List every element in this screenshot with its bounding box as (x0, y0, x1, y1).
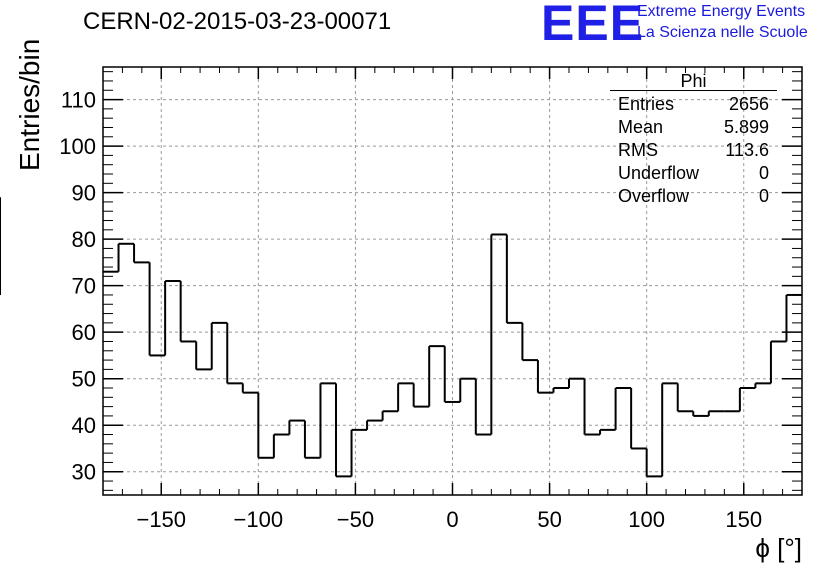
x-tick-label: −50 (337, 507, 374, 532)
x-tick-label: 100 (628, 507, 665, 532)
x-axis-label: ϕ [°] (755, 533, 802, 563)
stats-row-entries: Entries 2656 (610, 93, 777, 116)
y-tick-label: 100 (59, 134, 96, 159)
stats-divider (610, 90, 777, 91)
stats-value: 2656 (728, 94, 769, 114)
grid-lines (103, 67, 802, 495)
histogram-bins (0, 197, 802, 478)
x-tick-label: 150 (725, 507, 762, 532)
y-tick-label: 50 (72, 367, 96, 392)
axis-tick-labels: −150 −100 −50 0 50 100 150 30 40 50 60 70 80 90 100 110 (59, 88, 762, 532)
x-tick-label: 0 (446, 507, 458, 532)
stats-title: Phi (680, 71, 707, 91)
logo-line-2: La Scienza nelle Scuole (637, 24, 808, 41)
stats-value: 5.899 (723, 117, 769, 137)
axis-ticks (103, 67, 802, 495)
y-tick-label: 60 (72, 320, 96, 345)
y-tick-label: 40 (72, 413, 96, 438)
y-tick-label: 110 (61, 88, 96, 113)
stats-value: 0 (758, 163, 769, 183)
stats-row-mean: Mean 5.899 (610, 116, 777, 139)
stats-row-rms: RMS 113.6 (610, 139, 777, 162)
logo-line-1: Extreme Energy Events (637, 3, 806, 20)
y-tick-label: 90 (72, 181, 96, 206)
eee-logo: EEE (541, 0, 645, 51)
stats-label: RMS (618, 140, 658, 160)
stats-row-overflow: Overflow 0 (610, 185, 777, 208)
stats-label: Entries (618, 94, 675, 114)
x-tick-label: −150 (136, 507, 186, 532)
y-axis-label: Entries/bin (14, 38, 45, 171)
y-tick-label: 30 (72, 460, 96, 485)
stats-value: 0 (758, 186, 769, 206)
stats-box: Phi Entries 2656 Mean 5.899 RMS 113.6 Un… (610, 72, 777, 208)
x-tick-label: −100 (234, 507, 284, 532)
stats-row-underflow: Underflow 0 (610, 162, 777, 185)
stats-label: Mean (618, 117, 664, 137)
x-tick-label: 50 (537, 507, 561, 532)
y-tick-label: 70 (72, 274, 96, 299)
y-tick-label: 80 (72, 227, 96, 252)
stats-label: Underflow (618, 163, 700, 183)
chart-title: CERN-02-2015-03-23-00071 (83, 8, 392, 35)
stats-label: Overflow (618, 186, 690, 206)
stats-value: 113.6 (725, 140, 769, 160)
